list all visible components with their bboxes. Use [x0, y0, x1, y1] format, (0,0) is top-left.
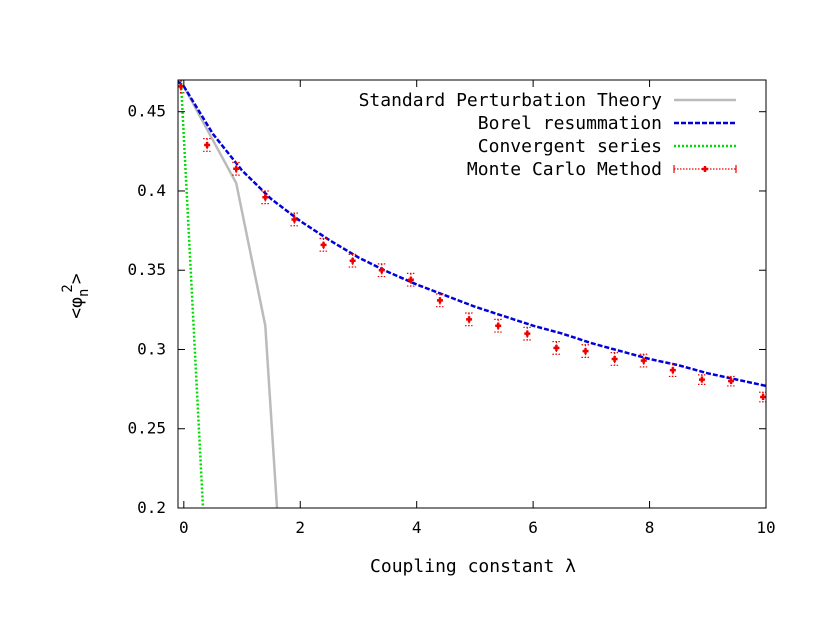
data-point: [348, 253, 357, 268]
data-point: [319, 237, 328, 252]
data-point: [727, 375, 736, 387]
y-tick-label: 0.45: [127, 102, 166, 121]
y-tick-label: 0.25: [127, 419, 166, 438]
data-point: [610, 352, 619, 366]
data-point: [697, 374, 706, 385]
series-line: [182, 85, 279, 508]
data-point: [494, 318, 503, 333]
legend-item: Convergent series: [478, 136, 736, 157]
data-point: [435, 293, 444, 308]
data-point: [406, 272, 415, 287]
legend-label: Convergent series: [478, 136, 662, 157]
legend-label: Borel resummation: [478, 113, 662, 134]
x-tick-label: 6: [528, 518, 538, 537]
legend-item: Borel resummation: [478, 113, 736, 134]
y-axis-title-symbol: φ: [66, 297, 87, 308]
legend-item: Monte Carlo Method: [467, 159, 737, 180]
y-axis-title-close: >: [66, 273, 87, 284]
y-axis-title-subscript: n: [76, 289, 92, 297]
y-axis-title-superscript: 2: [60, 284, 76, 292]
legend-label: Monte Carlo Method: [467, 159, 662, 180]
x-axis-title: Coupling constant λ: [370, 556, 576, 577]
data-point: [552, 340, 561, 355]
x-tick-label: 4: [412, 518, 422, 537]
data-point: [377, 263, 386, 278]
y-tick-label: 0.2: [137, 498, 166, 517]
y-tick-label: 0.4: [137, 181, 166, 200]
x-tick-label: 2: [295, 518, 305, 537]
legend-item: Standard Perturbation Theory: [359, 90, 736, 111]
series-line: [178, 80, 766, 388]
legend-swatch: [673, 165, 737, 173]
svg-text:<φn2>: <φn2>: [60, 273, 92, 319]
x-tick-label: 10: [756, 518, 775, 537]
axes-layer: 0 2 4 6 8 10 0.2 0.25 0.3 0.35 0.4 0.45: [127, 80, 776, 537]
data-point: [523, 326, 532, 341]
y-tick-label: 0.3: [137, 339, 166, 358]
y-axis-title: <φn2>: [60, 273, 92, 319]
data-point: [581, 344, 590, 359]
data-point: [232, 161, 241, 176]
y-tick-label: 0.35: [127, 260, 166, 279]
x-tick-label: 0: [179, 518, 189, 537]
legend-label: Standard Perturbation Theory: [359, 90, 663, 111]
data-point: [290, 212, 299, 227]
data-point: [203, 138, 212, 152]
data-point: [261, 190, 270, 205]
y-axis-title-open: <: [66, 308, 87, 319]
data-point: [639, 353, 648, 368]
data-point: [668, 363, 677, 378]
plot-frame: [177, 79, 767, 509]
series-layer: [178, 80, 766, 508]
data-point: [465, 312, 474, 327]
series-line: [179, 80, 205, 508]
x-tick-label: 8: [645, 518, 655, 537]
